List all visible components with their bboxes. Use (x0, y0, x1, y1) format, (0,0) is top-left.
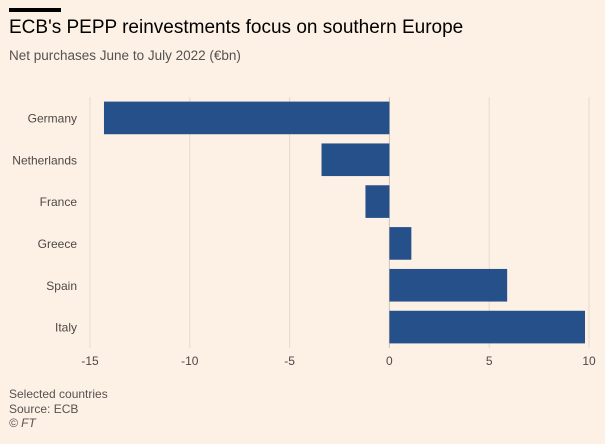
chart-subtitle: Net purchases June to July 2022 (€bn) (9, 48, 241, 63)
ft-credit: © FT (9, 416, 36, 430)
bar-greece (389, 227, 412, 260)
footer-note: Selected countries (9, 387, 108, 401)
x-axis-ticks: -15 -10 -5 0 5 10 (81, 354, 596, 368)
gridlines (89, 97, 590, 348)
x-tick-label: -10 (181, 354, 199, 368)
x-tick-label: -15 (81, 354, 99, 368)
category-label: Germany (28, 111, 77, 125)
chart-title: ECB's PEPP reinvestments focus on southe… (9, 17, 464, 38)
category-labels: Germany Netherlands France Greece Spain Italy (12, 111, 77, 334)
x-tick-label: -5 (284, 354, 295, 368)
x-tick-label: 5 (486, 354, 493, 368)
category-label: Italy (55, 321, 77, 335)
x-tick-label: 10 (582, 354, 596, 368)
bar-france (365, 185, 390, 218)
category-label: Netherlands (12, 153, 77, 167)
bar-netherlands (321, 143, 390, 177)
bar-germany (103, 101, 390, 135)
category-label: Spain (46, 279, 77, 293)
source-note: Source: ECB (9, 401, 79, 416)
x-tick-label: 0 (386, 354, 393, 368)
bar-spain (389, 268, 508, 302)
brand-rule (9, 8, 61, 12)
category-label: France (40, 195, 78, 209)
chart-footer: Selected countries Source: ECB © FT (9, 387, 108, 431)
bars (103, 101, 586, 344)
category-label: Greece (38, 237, 78, 251)
bar-italy (389, 310, 586, 344)
